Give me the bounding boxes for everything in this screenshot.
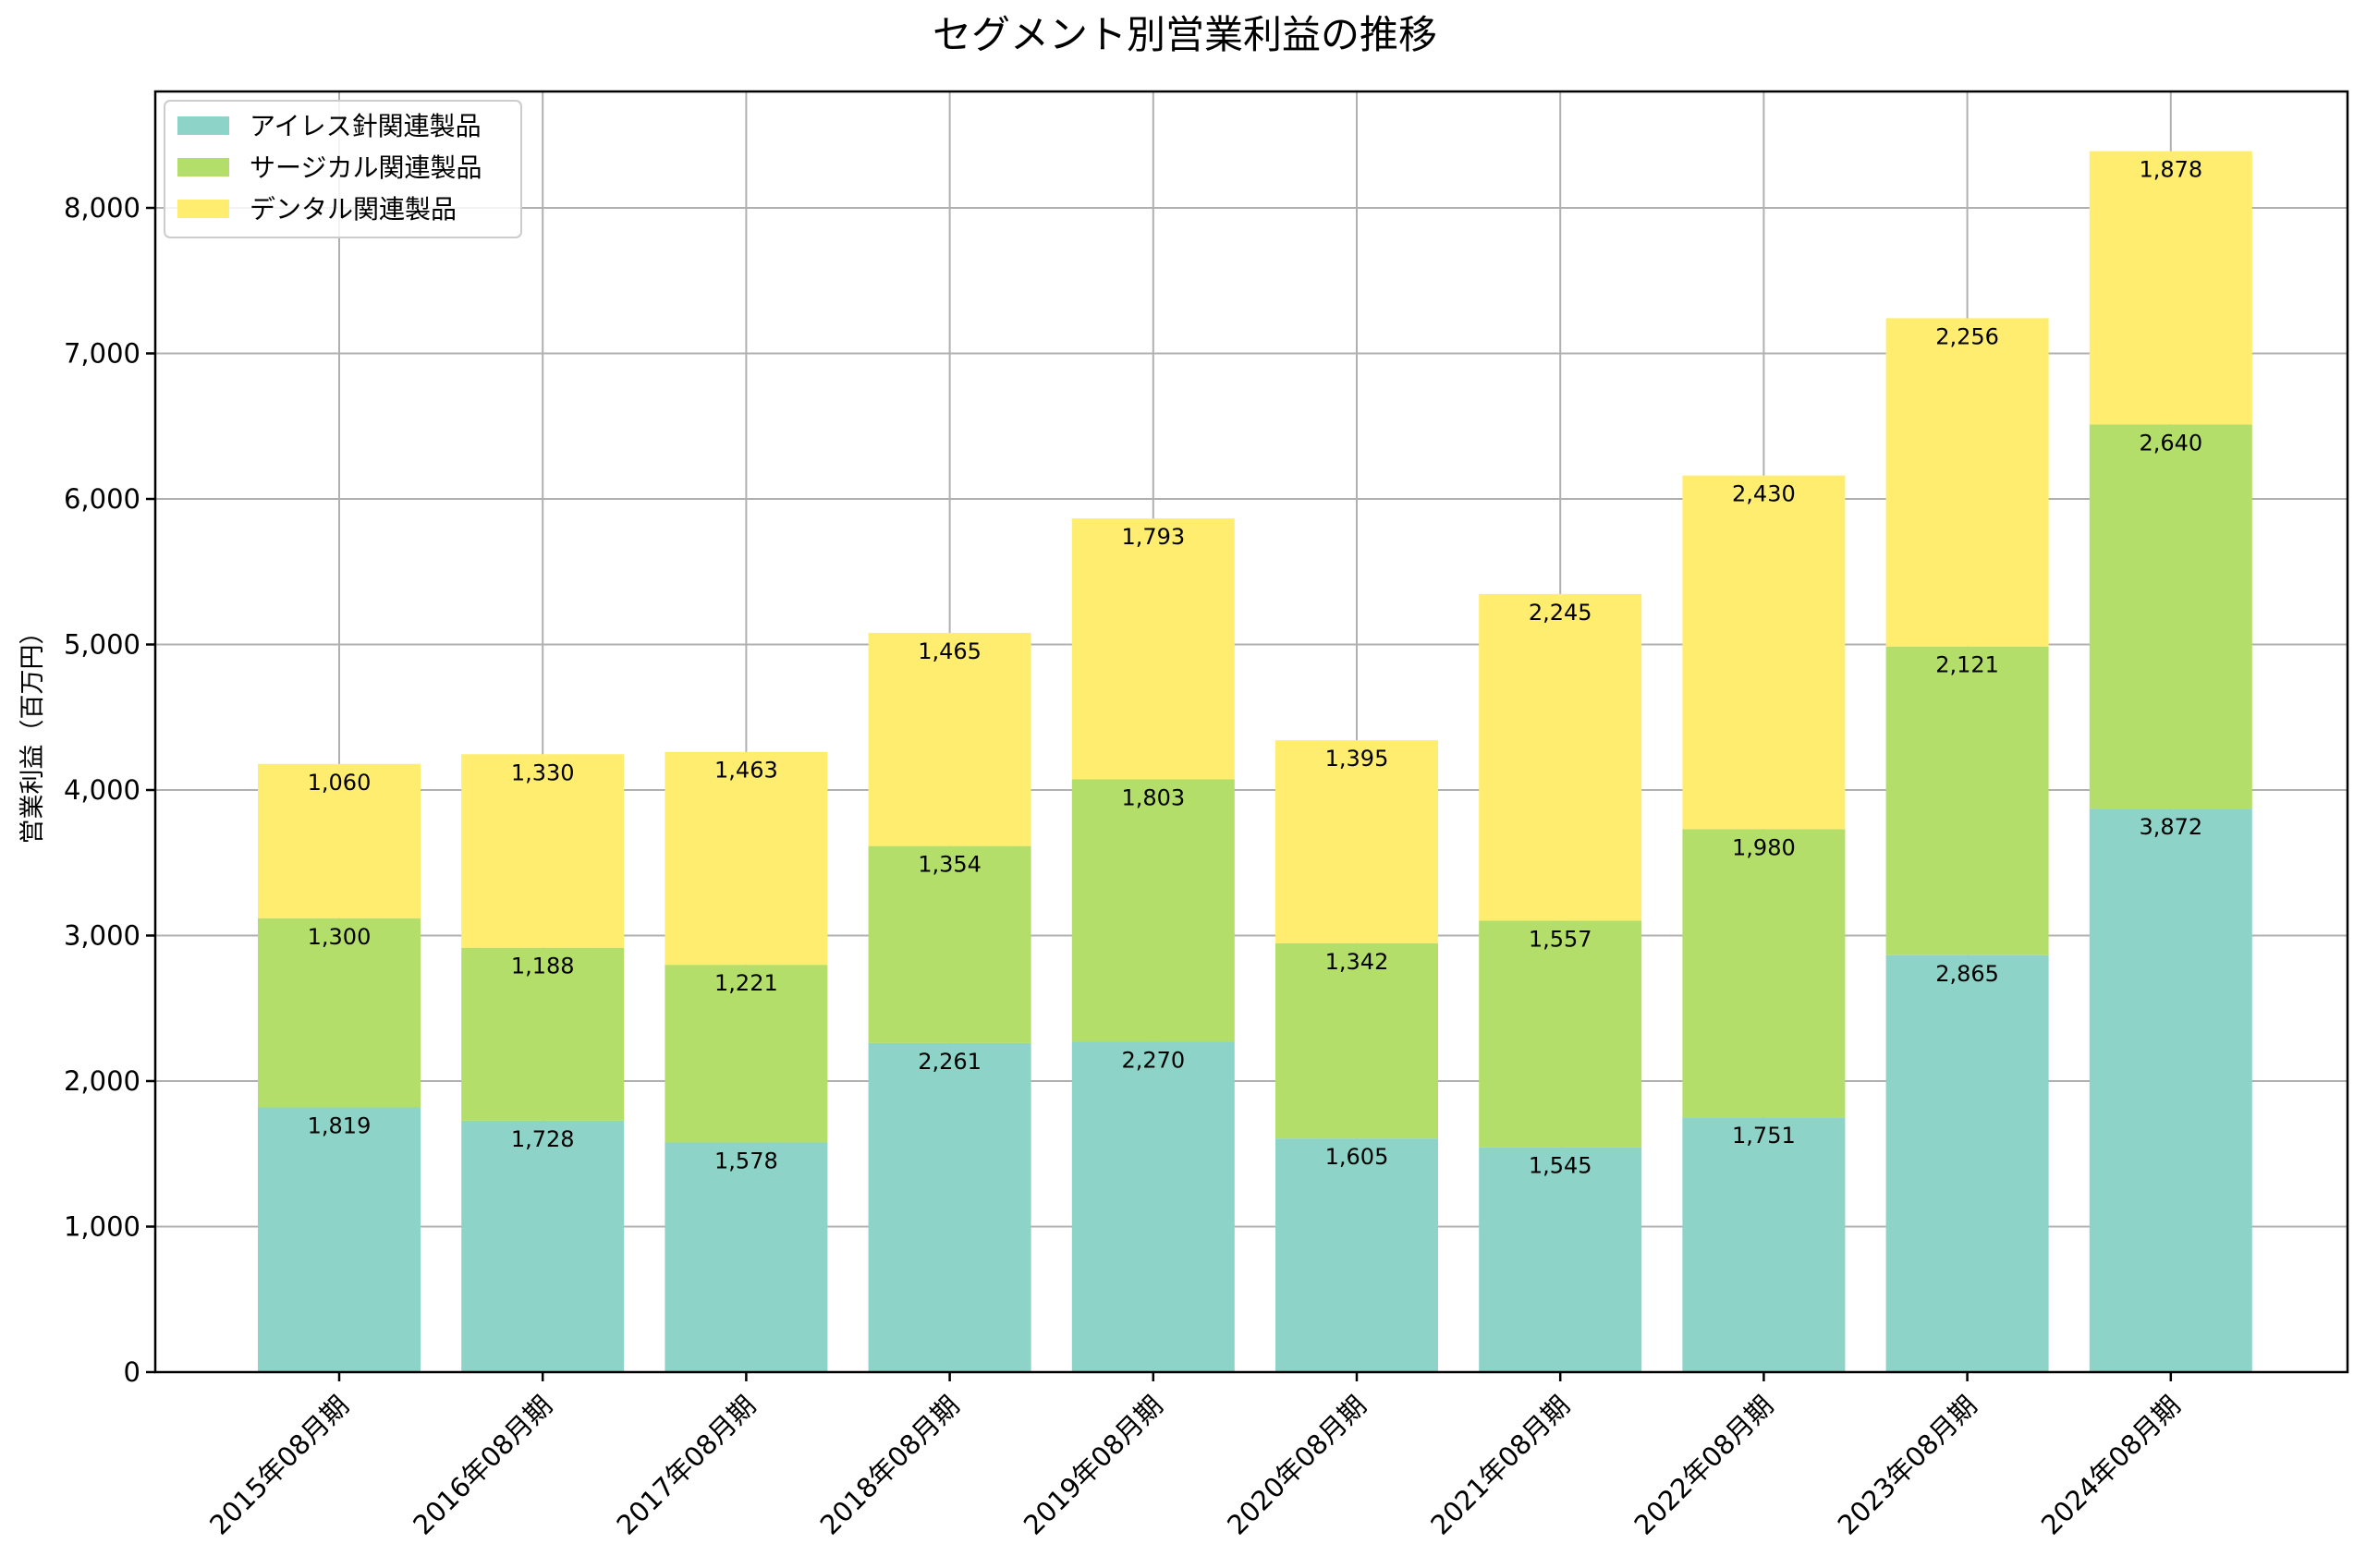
bar-value-label: 1,545 [1529,1153,1592,1179]
legend-swatch [177,116,229,135]
bar-value-label: 1,605 [1325,1144,1389,1170]
legend-swatch [177,158,229,176]
bar-segment [2089,151,2252,425]
bar-value-label: 2,245 [1529,600,1592,626]
bar-segment [868,632,1031,846]
y-axis-label: 営業利益（百万円） [18,620,47,845]
bar-value-label: 1,188 [511,954,575,979]
bar-value-label: 1,221 [714,970,778,996]
bar-segment [461,754,625,948]
x-tick-label: 2024年08月期 [2035,1390,2187,1541]
bar-segment [1682,829,1846,1118]
bar-segment [1885,954,2049,1372]
bars-layer [258,151,2252,1372]
bar-value-label: 1,395 [1325,746,1389,772]
bar-value-label: 1,060 [308,770,372,796]
y-tick-label: 2,000 [64,1065,140,1097]
bar-segment [1275,1138,1438,1372]
bar-segment [868,1042,1031,1372]
bar-value-label: 1,465 [918,638,982,664]
bar-segment [665,1142,828,1372]
bar-value-label: 1,751 [1732,1123,1796,1149]
bar-segment [2089,424,2252,809]
bar-segment [1682,475,1846,830]
bar-value-label: 1,557 [1529,926,1592,952]
bar-segment [258,763,421,918]
x-tick-label: 2018年08月期 [814,1390,966,1541]
bar-segment [868,845,1031,1043]
y-tick-label: 5,000 [64,629,140,661]
bar-value-label: 2,121 [1935,652,1999,678]
bar-segment [1071,779,1235,1042]
bar-value-label: 2,270 [1121,1047,1185,1073]
bar-segment [1479,593,1642,921]
bar-segment [461,1120,625,1372]
x-tick-label: 2019年08月期 [1018,1390,1169,1541]
bar-segment [1275,740,1438,943]
x-tick-label: 2022年08月期 [1628,1390,1779,1541]
data-labels-layer: 1,819 1,728 1,578 2,261 2,270 1,605 1,545 1,751… [308,157,2203,1179]
bar-value-label: 1,578 [714,1148,778,1173]
bar-segment [665,751,828,966]
bar-segment [2089,808,2252,1372]
bar-segment [1479,920,1642,1148]
bar-segment [1682,1117,1846,1372]
bar-value-label: 2,261 [918,1049,982,1075]
x-tick-label: 2023年08月期 [1832,1390,1983,1541]
plot-area-frame [153,90,2349,1374]
x-tick-label: 2015年08月期 [203,1390,355,1541]
legend-swatch [177,200,229,218]
x-tick-label: 2021年08月期 [1424,1390,1576,1541]
bar-value-label: 2,640 [2139,430,2202,456]
bar-value-label: 1,793 [1121,524,1185,550]
bar-segment [665,965,828,1143]
bar-value-label: 1,300 [308,924,372,950]
bar-value-label: 1,463 [714,758,778,784]
bar-value-label: 1,819 [308,1113,372,1139]
bar-value-label: 2,430 [1732,481,1796,507]
x-tick-label: 2016年08月期 [407,1390,558,1541]
chart-title: セグメント別営業利益の推移 [933,12,1437,57]
bar-value-label: 2,256 [1935,323,1999,349]
bar-value-label: 1,728 [511,1126,575,1152]
y-tick-label: 1,000 [64,1211,140,1243]
y-tick-label: 4,000 [64,774,140,806]
y-tick-label: 8,000 [64,192,140,224]
y-tick-label: 7,000 [64,338,140,370]
legend-entry-label: サージカル関連製品 [250,152,482,183]
legend-entry-label: デンタル関連製品 [250,194,457,225]
bar-value-label: 2,865 [1935,961,1999,987]
y-axis: 0 1,000 2,000 3,000 4,000 5,000 6,000 7,000 8,00… [64,192,155,1388]
x-axis: 2015年08月期 2016年08月期 2017年08月期 2018年08月期 2019… [203,1372,2187,1541]
bar-segment [1885,646,2049,955]
y-tick-label: 0 [124,1356,140,1388]
bar-segment [258,918,421,1108]
bar-segment [1275,942,1438,1139]
bar-value-label: 1,330 [511,760,575,785]
x-tick-label: 2017年08月期 [610,1390,762,1541]
bar-segment [1885,318,2049,647]
bar-value-label: 1,354 [918,852,982,878]
x-tick-label: 2020年08月期 [1221,1390,1372,1541]
bar-value-label: 1,342 [1325,949,1389,975]
y-tick-label: 3,000 [64,920,140,952]
bar-segment [1071,1041,1235,1372]
legend-box [164,100,522,238]
bar-segment [1479,1147,1642,1372]
bar-value-label: 1,980 [1732,834,1796,860]
bar-value-label: 1,803 [1121,785,1185,811]
bar-segment [1071,518,1235,780]
bar-segment [461,947,625,1121]
y-tick-label: 6,000 [64,483,140,515]
bar-segment [258,1107,421,1372]
legend-entry-label: アイレス針関連製品 [250,111,482,141]
bar-value-label: 3,872 [2139,814,2202,840]
bar-value-label: 1,878 [2139,157,2202,183]
